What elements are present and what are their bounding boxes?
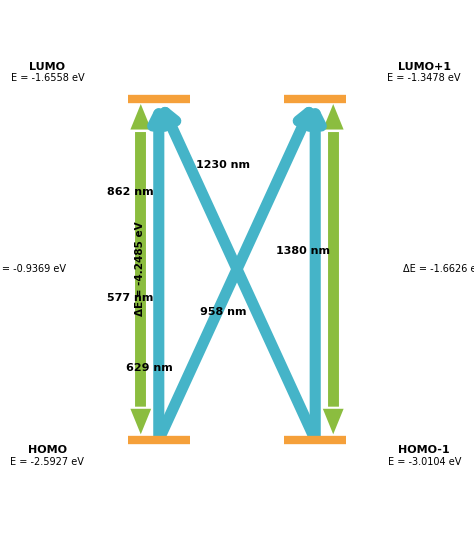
- Text: 577 nm: 577 nm: [107, 294, 154, 303]
- FancyBboxPatch shape: [327, 131, 340, 408]
- Text: E = -2.5927 eV: E = -2.5927 eV: [10, 457, 84, 467]
- Text: ΔE = -0.9369 eV: ΔE = -0.9369 eV: [0, 264, 66, 274]
- Polygon shape: [129, 408, 153, 437]
- Polygon shape: [321, 408, 345, 437]
- Text: LUMO+1: LUMO+1: [398, 62, 451, 71]
- Text: E = -1.6558 eV: E = -1.6558 eV: [10, 74, 84, 83]
- Polygon shape: [321, 101, 345, 131]
- Text: 1380 nm: 1380 nm: [276, 246, 330, 255]
- Text: 862 nm: 862 nm: [107, 187, 154, 197]
- Text: 629 nm: 629 nm: [126, 363, 173, 373]
- Text: 958 nm: 958 nm: [200, 307, 246, 317]
- Polygon shape: [129, 101, 153, 131]
- Text: E = -3.0104 eV: E = -3.0104 eV: [388, 457, 461, 467]
- Text: 1230 nm: 1230 nm: [196, 160, 250, 170]
- FancyBboxPatch shape: [134, 131, 147, 408]
- Text: HOMO-1: HOMO-1: [399, 446, 450, 455]
- Text: E = -1.3478 eV: E = -1.3478 eV: [387, 74, 461, 83]
- Text: HOMO: HOMO: [28, 446, 67, 455]
- Text: ΔE = -1.6626 eV: ΔE = -1.6626 eV: [403, 264, 474, 274]
- Text: LUMO: LUMO: [29, 62, 65, 71]
- Text: ΔE = -4.2485 eV: ΔE = -4.2485 eV: [135, 222, 145, 317]
